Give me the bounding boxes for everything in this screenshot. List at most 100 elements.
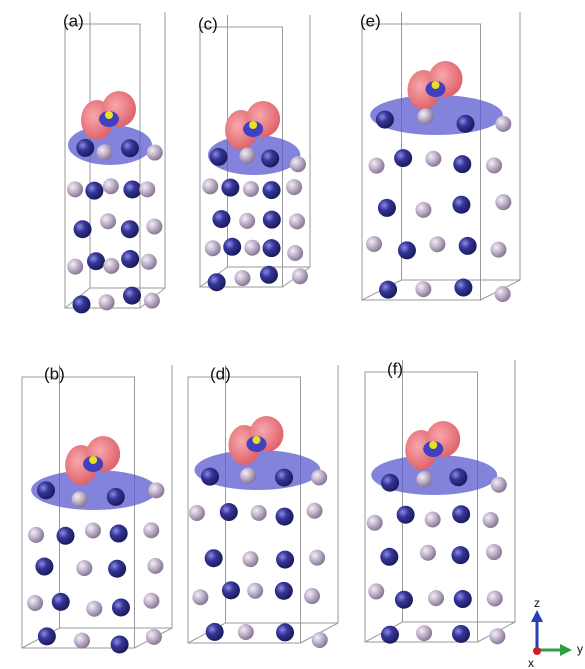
panel: (d) [187, 364, 339, 648]
nonmetal-atom [306, 502, 323, 519]
nonmetal-atom [103, 257, 120, 274]
panel: (b) [21, 364, 173, 654]
nonmetal-atom [289, 156, 306, 173]
nonmetal-atom [368, 583, 385, 600]
adsorbate-atom [431, 81, 440, 89]
nonmetal-atom [244, 239, 261, 256]
nonmetal-atom [366, 514, 383, 531]
nonmetal-atom [419, 544, 436, 561]
metal-atom [108, 559, 127, 578]
nonmetal-atom [494, 286, 511, 303]
nonmetal-atom [147, 557, 164, 574]
panel: (a) [63, 11, 166, 314]
metal-atom [451, 546, 470, 565]
metal-atom [37, 627, 56, 646]
nonmetal-atom [311, 631, 328, 648]
metal-atom [449, 468, 468, 487]
adsorbate-atom [429, 441, 438, 449]
x-arrow [533, 647, 541, 655]
nonmetal-atom [425, 150, 442, 167]
nonmetal-atom [102, 178, 119, 195]
nonmetal-atom [495, 194, 512, 211]
metal-atom [453, 155, 472, 174]
nonmetal-atom [100, 213, 117, 230]
metal-atom [452, 195, 471, 214]
metal-atom [221, 178, 240, 197]
adsorbate-atom [252, 436, 261, 444]
adsorbate-atom [89, 456, 98, 464]
nonmetal-atom [84, 522, 101, 539]
nonmetal-atom [368, 157, 385, 174]
nonmetal-atom [242, 180, 259, 197]
nonmetal-atom [486, 544, 503, 561]
metal-atom [106, 487, 125, 506]
nonmetal-atom [416, 625, 433, 642]
metal-atom [204, 549, 223, 568]
nonmetal-atom [204, 240, 221, 257]
nonmetal-atom [96, 144, 113, 161]
nonmetal-atom [143, 522, 160, 539]
metal-atom [377, 198, 396, 217]
nonmetal-atom [143, 292, 160, 309]
nonmetal-atom [148, 482, 165, 499]
metal-atom [221, 581, 240, 600]
nonmetal-atom [237, 624, 254, 641]
metal-atom [451, 624, 470, 643]
y-arrow-head [560, 644, 572, 656]
z-arrow-head [531, 610, 543, 622]
x-label: x [528, 656, 534, 669]
nonmetal-atom [424, 511, 441, 528]
metal-atom [73, 220, 92, 239]
nonmetal-atom [202, 178, 219, 195]
panel: (e) [360, 11, 521, 303]
metal-atom [205, 622, 224, 641]
metal-atom [375, 110, 394, 129]
panel-label: (a) [63, 11, 84, 30]
nonmetal-atom [415, 201, 432, 218]
metal-atom [452, 505, 471, 524]
metal-atom [121, 250, 140, 269]
panels: (a) (c) (e) (b) (d) (f) [21, 11, 521, 654]
metal-atom [381, 473, 400, 492]
metal-atom [394, 149, 413, 168]
nonmetal-atom [28, 526, 45, 543]
nonmetal-atom [309, 549, 326, 566]
metal-atom [458, 236, 477, 255]
depletion-blob [371, 455, 498, 495]
metal-atom [223, 237, 242, 256]
panel-label: (d) [210, 364, 231, 383]
nonmetal-atom [239, 147, 256, 164]
nonmetal-atom [73, 632, 90, 649]
metal-atom [456, 114, 475, 133]
nonmetal-atom [415, 281, 432, 298]
metal-atom [200, 467, 219, 486]
nonmetal-atom [86, 600, 103, 617]
nonmetal-atom [366, 236, 383, 253]
metal-atom [110, 635, 129, 654]
nonmetal-atom [417, 108, 434, 125]
nonmetal-atom [490, 241, 507, 258]
nonmetal-atom [486, 157, 503, 174]
metal-atom [380, 547, 399, 566]
nonmetal-atom [304, 588, 321, 605]
nonmetal-atom [490, 476, 507, 493]
z-label: z [534, 596, 540, 610]
nonmetal-atom [489, 628, 506, 645]
nonmetal-atom [140, 253, 157, 270]
nonmetal-atom [428, 590, 445, 607]
nonmetal-atom [27, 594, 44, 611]
metal-atom [109, 524, 128, 543]
panel: (f) [364, 359, 516, 645]
nonmetal-atom [234, 270, 251, 287]
nonmetal-atom [98, 294, 115, 311]
metal-atom [394, 590, 413, 609]
panel-label: (b) [44, 364, 65, 383]
metal-atom [120, 139, 139, 158]
cell-front [364, 371, 478, 643]
cell-front [187, 376, 301, 644]
nonmetal-atom [247, 582, 264, 599]
panel-label: (f) [387, 359, 403, 378]
nonmetal-atom [242, 551, 259, 568]
metal-atom [209, 147, 228, 166]
y-label: y [577, 642, 583, 656]
